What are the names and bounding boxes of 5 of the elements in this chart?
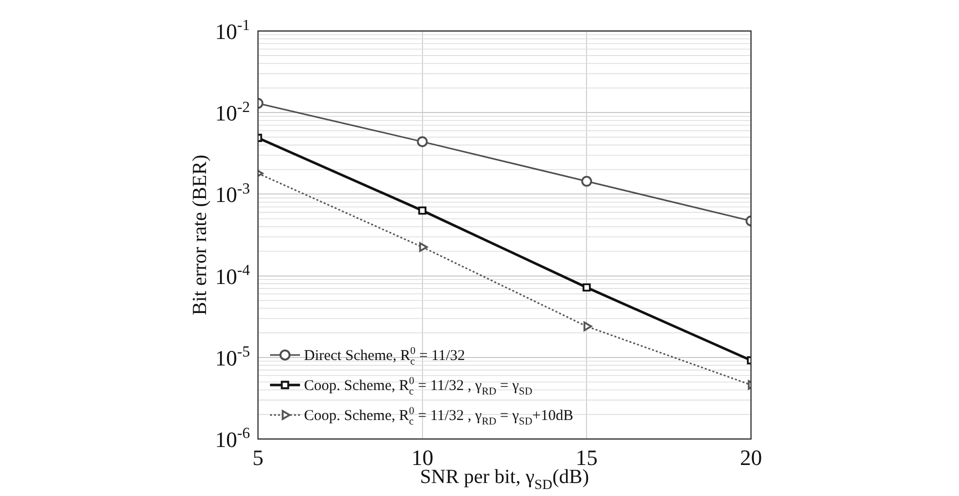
- x-tick-label: 10: [411, 445, 434, 470]
- x-tick-label: 5: [252, 445, 264, 470]
- x-tick-label: 15: [576, 445, 598, 470]
- x-tick-label: 20: [740, 445, 762, 470]
- y-axis-title: Bit error rate (BER): [189, 154, 211, 316]
